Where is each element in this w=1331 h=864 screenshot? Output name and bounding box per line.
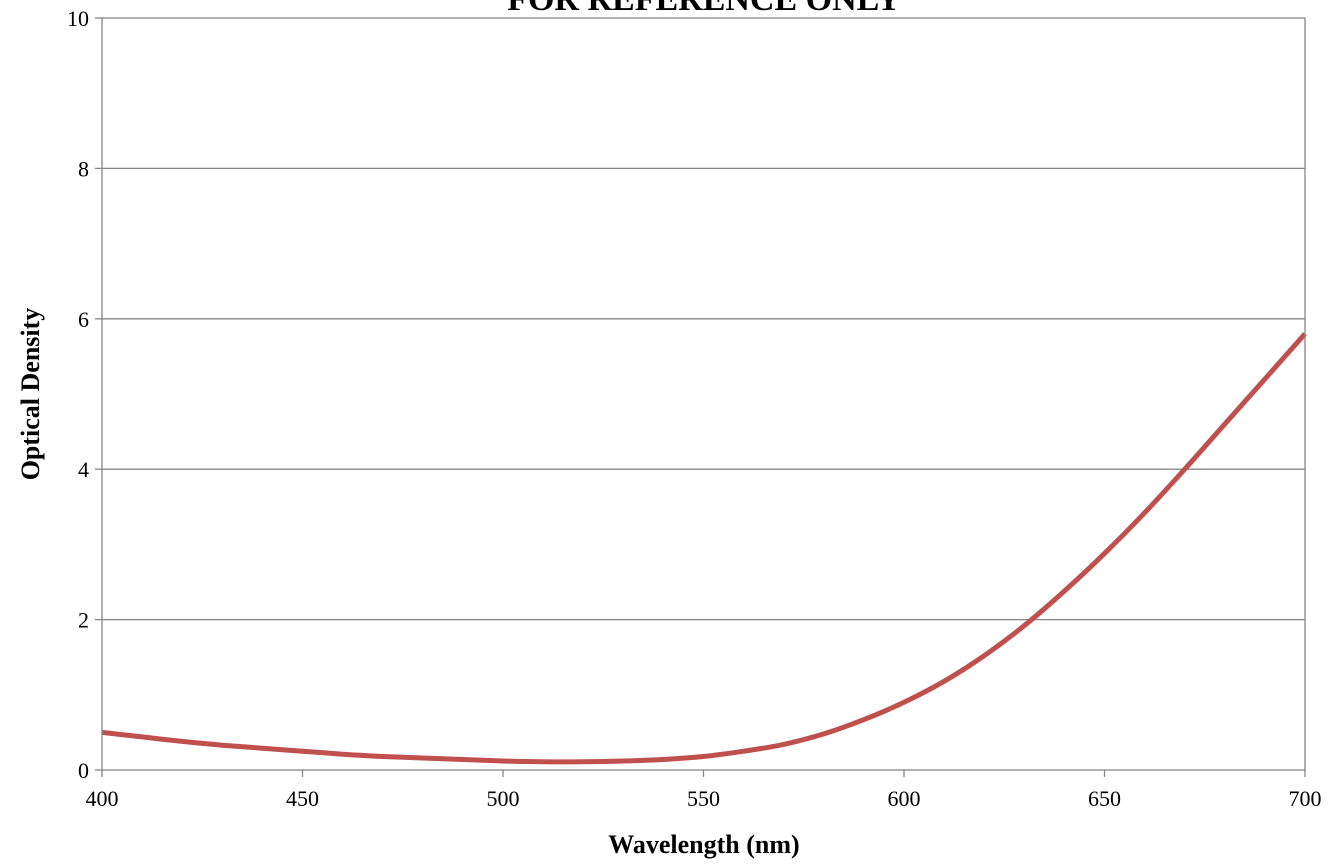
y-tick-label: 4 [78,457,89,482]
x-tick-label: 700 [1289,786,1322,811]
gridlines [102,167,1305,621]
y-axis-title: Optical Density [16,308,45,481]
y-axis-ticks: 0 2 4 6 8 10 [67,6,102,783]
x-tick-label: 550 [687,786,720,811]
x-tick-label: 600 [888,786,921,811]
y-tick-label: 8 [78,156,89,181]
x-axis-ticks: 400 450 500 550 600 650 700 [86,770,1322,811]
x-tick-label: 400 [86,786,119,811]
y-tick-label: 10 [67,6,89,31]
x-axis-title: Wavelength (nm) [608,830,799,859]
x-tick-label: 500 [487,786,520,811]
y-tick-label: 0 [78,758,89,783]
series-layer [101,332,1307,765]
x-tick-label: 650 [1088,786,1121,811]
series-line [101,332,1307,765]
y-tick-label: 6 [78,307,89,332]
y-tick-label: 2 [78,608,89,633]
plot-frame [101,17,1306,771]
plot-area-border [101,17,1306,771]
chart-title: FOR REFERENCE ONLY [507,0,901,18]
x-tick-label: 450 [286,786,319,811]
